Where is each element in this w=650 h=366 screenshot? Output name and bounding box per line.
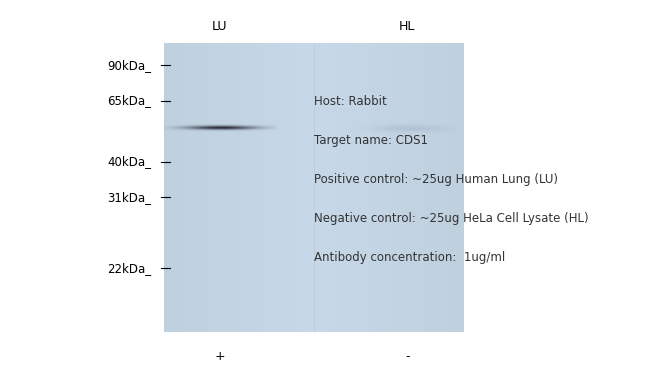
Text: Host: Rabbit: Host: Rabbit: [313, 94, 386, 108]
Text: +: +: [214, 350, 226, 363]
Text: Positive control: ~25ug Human Lung (LU): Positive control: ~25ug Human Lung (LU): [313, 173, 558, 186]
Text: 40kDa_: 40kDa_: [107, 155, 151, 168]
Text: Antibody concentration:  1ug/ml: Antibody concentration: 1ug/ml: [313, 251, 505, 264]
Text: 31kDa_: 31kDa_: [107, 191, 151, 203]
Text: 65kDa_: 65kDa_: [107, 94, 151, 108]
Text: Negative control: ~25ug HeLa Cell Lysate (HL): Negative control: ~25ug HeLa Cell Lysate…: [313, 212, 588, 225]
Text: HL: HL: [399, 20, 415, 33]
Text: 90kDa_: 90kDa_: [107, 59, 151, 72]
Text: Target name: CDS1: Target name: CDS1: [313, 134, 428, 147]
Text: LU: LU: [212, 20, 227, 33]
Text: -: -: [405, 350, 410, 363]
Text: 22kDa_: 22kDa_: [107, 262, 151, 275]
